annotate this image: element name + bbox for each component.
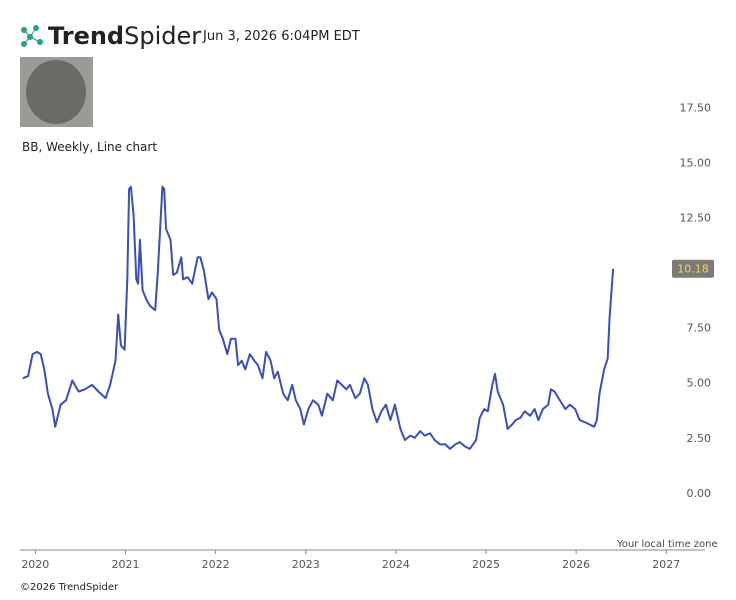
brand-light: Spider: [124, 22, 201, 50]
y-tick-label: 2.50: [687, 432, 712, 445]
last-price-label: 10.18: [677, 263, 709, 276]
x-tick-label: 2020: [21, 558, 49, 571]
timestamp: Jun 3, 2026 6:04PM EDT: [202, 29, 360, 44]
x-tick-label: 2023: [292, 558, 320, 571]
y-tick-label: 15.00: [680, 157, 712, 170]
copyright: ©2026 TrendSpider: [20, 582, 119, 593]
avatar-art: [26, 60, 86, 124]
y-tick-label: 7.50: [687, 322, 712, 335]
x-tick-label: 2024: [382, 558, 410, 571]
x-tick-label: 2026: [562, 558, 590, 571]
x-tick-label: 2025: [472, 558, 500, 571]
brand-bold: Trend: [48, 22, 124, 50]
y-tick-label: 0.00: [687, 487, 712, 500]
brand: TrendSpider: [48, 22, 201, 50]
y-tick-label: 12.50: [680, 212, 712, 225]
x-tick-label: 2027: [652, 558, 680, 571]
x-tick-label: 2021: [111, 558, 139, 571]
timezone-note: Your local time zone: [616, 539, 718, 550]
price-line: [22, 185, 615, 450]
x-tick-label: 2022: [202, 558, 230, 571]
y-tick-label: 17.50: [680, 102, 712, 115]
y-tick-label: 5.00: [687, 377, 712, 390]
logo-icon: [21, 25, 43, 47]
last-price-badge: [672, 259, 714, 278]
chart-title: BB, Weekly, Line chart: [22, 140, 157, 154]
